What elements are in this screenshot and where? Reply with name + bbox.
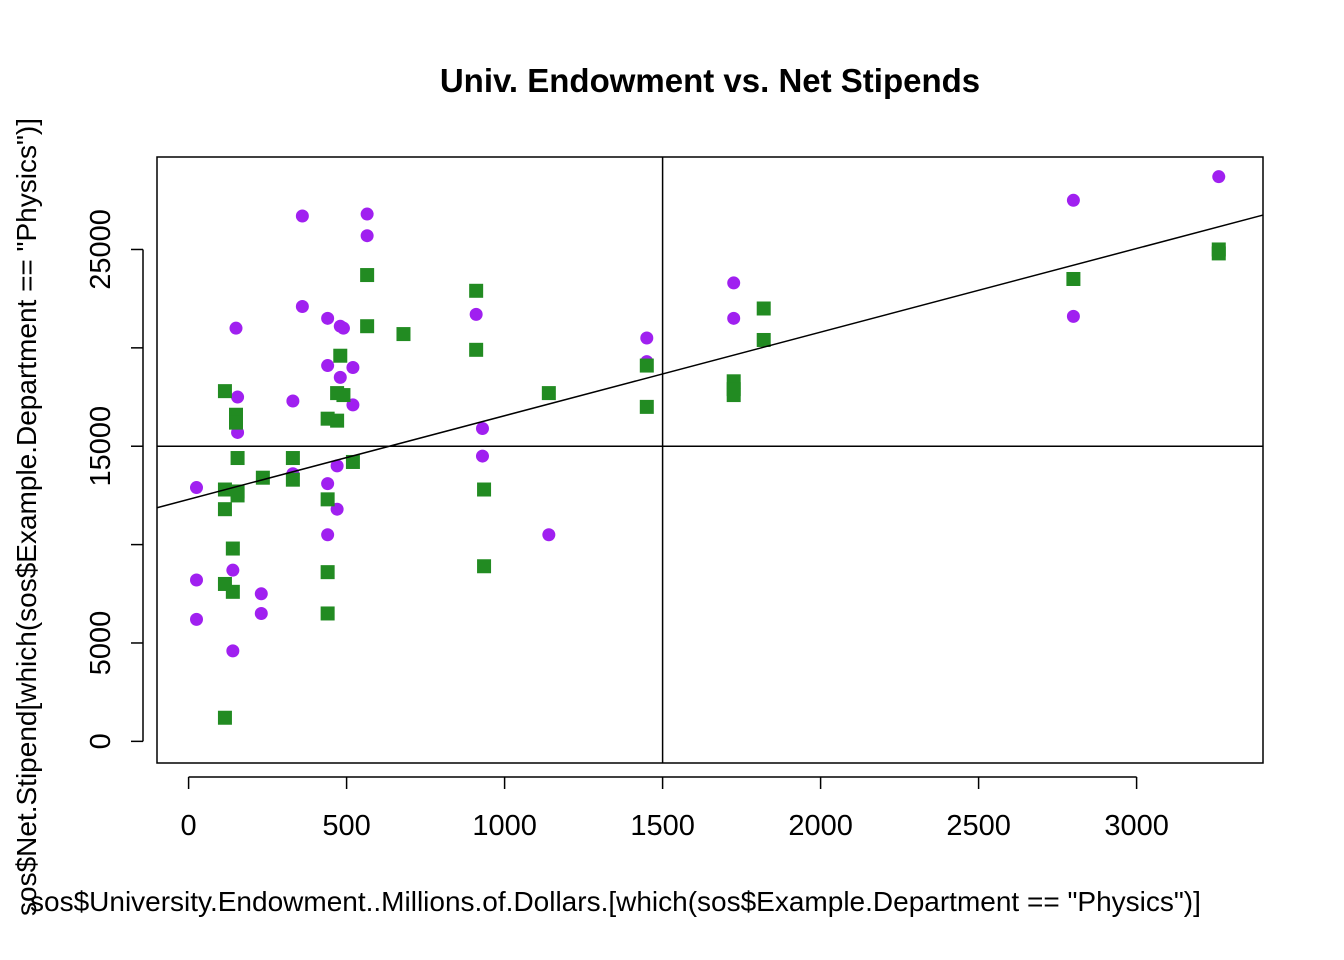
x-tick-label: 2000 bbox=[788, 810, 853, 842]
regression-line-group bbox=[156, 214, 1264, 509]
plot-frame bbox=[156, 156, 1264, 764]
data-point-series-1 bbox=[727, 276, 741, 290]
data-point-series-1 bbox=[321, 311, 335, 325]
x-tick-label: 1500 bbox=[630, 810, 695, 842]
x-tick-label: 2500 bbox=[946, 810, 1011, 842]
data-point-series-2 bbox=[639, 358, 654, 373]
data-point-series-1 bbox=[469, 307, 483, 321]
data-point-series-1 bbox=[190, 573, 203, 587]
data-point-series-2 bbox=[217, 384, 232, 399]
data-point-series-2 bbox=[333, 348, 348, 363]
data-point-series-2 bbox=[469, 283, 484, 298]
data-point-series-1 bbox=[231, 390, 245, 404]
data-point-series-2 bbox=[726, 388, 741, 403]
data-point-series-2 bbox=[285, 451, 300, 466]
data-point-series-1 bbox=[226, 563, 240, 577]
data-point-series-1 bbox=[542, 528, 556, 542]
data-point-series-1 bbox=[321, 359, 335, 373]
data-point-series-2 bbox=[477, 482, 492, 497]
data-point-series-1 bbox=[475, 422, 489, 436]
data-point-series-2 bbox=[469, 342, 484, 357]
data-point-series-1 bbox=[475, 449, 489, 463]
data-point-series-2 bbox=[230, 451, 245, 466]
y-axis-label: sos$Net.Stipend[which(sos$Example.Depart… bbox=[11, 118, 42, 916]
x-axis: 0 500 1000 1500 2000 2500 3000 bbox=[181, 776, 1169, 842]
reference-lines bbox=[157, 157, 1263, 763]
data-point-series-2 bbox=[225, 541, 240, 556]
data-point-series-2 bbox=[360, 319, 375, 334]
data-point-series-2 bbox=[330, 413, 345, 428]
data-point-series-2 bbox=[1066, 271, 1081, 286]
y-axis: 0 5000 15000 25000 bbox=[85, 209, 144, 749]
data-point-series-1 bbox=[640, 331, 654, 345]
data-point-series-1 bbox=[1066, 193, 1080, 207]
data-point-series-2 bbox=[756, 332, 771, 347]
data-points bbox=[190, 170, 1226, 725]
data-point-series-1 bbox=[190, 481, 203, 495]
data-point-series-1 bbox=[295, 300, 309, 314]
data-point-series-2 bbox=[1211, 246, 1226, 261]
data-point-series-2 bbox=[320, 606, 335, 621]
data-point-series-1 bbox=[336, 321, 350, 335]
data-point-series-2 bbox=[320, 492, 335, 507]
data-point-series-2 bbox=[230, 488, 245, 503]
data-point-series-1 bbox=[360, 207, 374, 221]
y-tick-label: 25000 bbox=[85, 209, 117, 290]
data-point-series-1 bbox=[321, 477, 335, 491]
data-point-series-1 bbox=[333, 370, 347, 384]
data-point-series-1 bbox=[254, 606, 268, 620]
data-point-series-1 bbox=[286, 394, 300, 408]
data-point-series-2 bbox=[756, 301, 771, 316]
x-tick-label: 3000 bbox=[1104, 810, 1169, 842]
data-point-series-1 bbox=[1212, 170, 1226, 184]
regression-line bbox=[156, 214, 1264, 509]
data-point-series-2 bbox=[229, 415, 243, 430]
data-point-series-1 bbox=[229, 321, 243, 335]
data-point-series-1 bbox=[190, 612, 203, 626]
data-point-series-1 bbox=[295, 209, 309, 223]
data-point-series-2 bbox=[225, 584, 240, 599]
data-point-series-2 bbox=[360, 268, 375, 283]
data-point-series-2 bbox=[217, 710, 232, 725]
chart-title: Univ. Endowment vs. Net Stipends bbox=[440, 62, 980, 99]
y-tick-label: 0 bbox=[85, 733, 117, 749]
data-point-series-2 bbox=[396, 327, 411, 342]
data-point-series-1 bbox=[330, 459, 344, 473]
x-tick-label: 500 bbox=[322, 810, 370, 842]
data-point-series-2 bbox=[541, 386, 556, 401]
data-point-series-2 bbox=[320, 565, 335, 580]
x-tick-label: 1000 bbox=[472, 810, 537, 842]
data-point-series-1 bbox=[321, 528, 335, 542]
data-point-series-2 bbox=[336, 388, 351, 403]
data-point-series-2 bbox=[639, 399, 654, 414]
data-point-series-1 bbox=[727, 311, 741, 325]
data-point-series-1 bbox=[1066, 309, 1080, 323]
data-point-series-1 bbox=[254, 587, 268, 601]
data-point-series-2 bbox=[217, 502, 232, 517]
data-point-series-1 bbox=[346, 361, 360, 375]
data-point-series-1 bbox=[360, 229, 374, 243]
data-point-series-2 bbox=[285, 472, 300, 487]
x-tick-label: 0 bbox=[181, 810, 197, 842]
data-point-series-1 bbox=[226, 644, 240, 658]
y-tick-label: 15000 bbox=[85, 406, 117, 487]
y-tick-label: 5000 bbox=[85, 611, 117, 676]
data-point-series-2 bbox=[345, 454, 360, 469]
data-point-series-2 bbox=[477, 559, 492, 574]
x-axis-label: sos$University.Endowment..Millions.of.Do… bbox=[30, 886, 1201, 917]
